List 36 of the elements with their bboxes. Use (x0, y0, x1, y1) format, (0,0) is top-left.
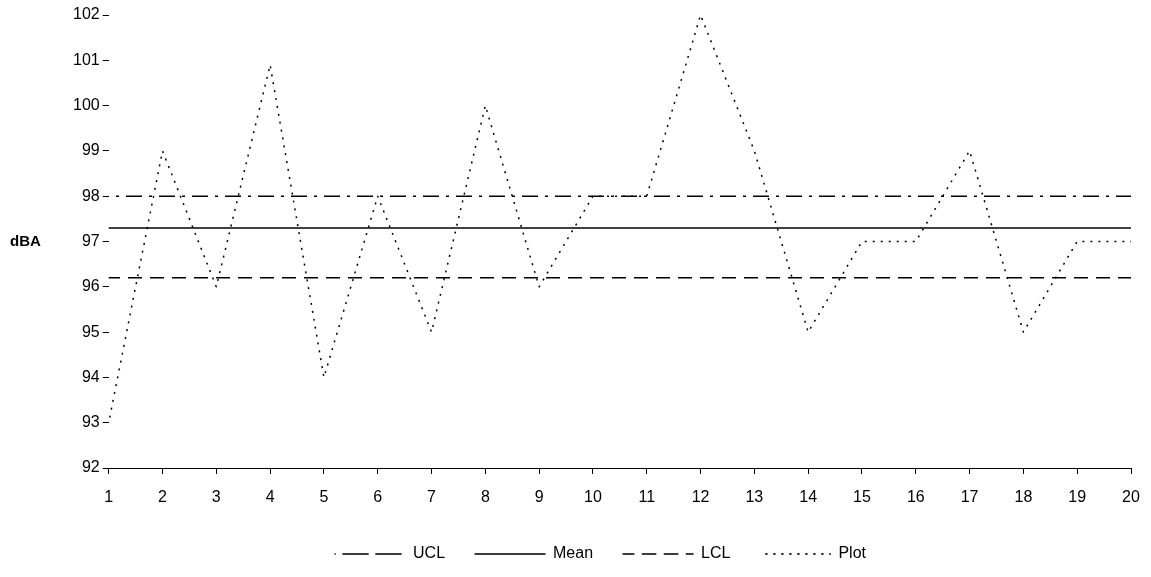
x-tick-label: 9 (534, 488, 544, 506)
y-tick-label: 92 (81, 458, 100, 476)
x-tick-label: 4 (265, 488, 275, 506)
x-tick-label: 20 (1122, 488, 1140, 506)
x-tick-label: 6 (373, 488, 383, 506)
y-tick-label: 94 (81, 367, 100, 385)
y-tick-label: 93 (81, 413, 100, 431)
x-tick-label: 17 (960, 488, 979, 506)
x-tick-label: 1 (104, 488, 114, 506)
y-axis-title: dBA (10, 231, 41, 249)
y-tick-label: 95 (81, 322, 100, 340)
x-tick-label: 7 (427, 488, 437, 506)
x-tick-label: 8 (480, 488, 490, 506)
x-tick-label: 11 (638, 488, 656, 506)
x-tick-label: 3 (211, 488, 221, 506)
x-tick-label: 5 (319, 488, 329, 506)
x-tick-label: 16 (906, 488, 925, 506)
legend-label: UCL (413, 544, 446, 562)
x-tick-label: 10 (584, 488, 602, 506)
legend-label: Mean (553, 544, 594, 562)
x-tick-label: 15 (853, 488, 871, 506)
x-tick-label: 12 (691, 488, 710, 506)
y-tick-label: 99 (81, 141, 100, 159)
legend-label: LCL (701, 544, 731, 562)
x-tick-label: 13 (745, 488, 764, 506)
y-tick-label: 96 (81, 277, 100, 295)
y-tick-label: 98 (81, 186, 100, 204)
x-tick-label: 19 (1068, 488, 1087, 506)
x-tick-label: 2 (158, 488, 168, 506)
y-tick-label: 100 (72, 96, 100, 114)
y-tick-label: 97 (81, 231, 100, 249)
x-tick-label: 14 (799, 488, 818, 506)
y-tick-label: 102 (72, 5, 100, 23)
y-tick-label: 101 (72, 50, 100, 68)
legend-label: Plot (838, 544, 867, 562)
x-tick-label: 18 (1014, 488, 1033, 506)
